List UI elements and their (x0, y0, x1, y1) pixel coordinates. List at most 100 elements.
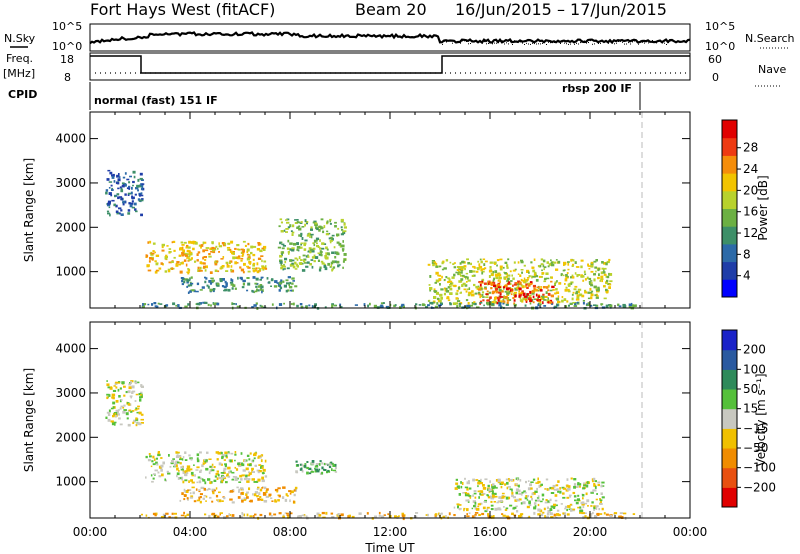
cpid-mode-rbsp: rbsp 200 IF (562, 82, 632, 95)
power-cell (489, 266, 492, 269)
power-cell (587, 302, 590, 306)
power-cell (479, 258, 482, 261)
power-cell (484, 286, 487, 289)
power-cell (184, 254, 188, 257)
power-cell (320, 227, 324, 230)
velocity-cell (438, 513, 441, 517)
power-cell (185, 263, 188, 267)
power-cell (433, 261, 437, 264)
velocity-cell (111, 396, 114, 399)
velocity-cell (328, 465, 332, 469)
velocity-cell (191, 486, 195, 489)
power-cell (234, 261, 237, 265)
power-cell (502, 286, 506, 288)
date-range: 16/Jun/2015 – 17/Jun/2015 (455, 0, 667, 19)
power-cell (545, 286, 549, 289)
velocity-cell (200, 469, 203, 472)
power-cell (550, 280, 553, 283)
velocity-cell (598, 508, 601, 511)
nsearch-dot (600, 42, 601, 44)
velocity-cell (557, 480, 560, 483)
power-cell (595, 259, 598, 262)
velocity-cell (188, 454, 191, 457)
velocity-cell (493, 492, 497, 496)
velocity-cell (268, 512, 272, 516)
velocity-cell (480, 482, 483, 485)
power-cell (331, 303, 334, 306)
power-cell (246, 248, 250, 252)
velocity-cell (113, 421, 117, 424)
power-cell (210, 250, 214, 253)
power-cell (186, 285, 189, 288)
nsearch-dot (630, 43, 631, 45)
power-cell (570, 282, 573, 285)
velocity-cell (504, 483, 507, 486)
velocity-cell (204, 460, 207, 463)
power-cell (305, 305, 308, 307)
power-cell (187, 269, 191, 272)
nsearch-dot (584, 40, 585, 42)
velocity-cell (304, 463, 307, 465)
power-cell (121, 184, 125, 188)
power-cell (236, 244, 240, 247)
velocity-cell (220, 451, 223, 455)
power-cell (246, 277, 250, 279)
power-cell (282, 245, 286, 247)
power-cell (532, 269, 536, 273)
power-cell (234, 256, 238, 259)
velocity-cell (202, 497, 205, 500)
power-cell (323, 265, 327, 268)
power-colorbar-segment (722, 208, 737, 227)
power-cell (343, 253, 347, 256)
power-cell (582, 275, 585, 278)
power-cell (518, 295, 521, 298)
velocity-cell (148, 453, 151, 455)
nsearch-dot (462, 40, 463, 42)
velocity-colorbar-segment (722, 330, 737, 351)
power-cell (128, 185, 131, 188)
power-cell (286, 267, 290, 270)
velocity-cell (326, 470, 329, 474)
velocity-cell (466, 515, 470, 518)
velocity-cell (378, 511, 381, 515)
velocity-cell (151, 480, 154, 483)
power-cell (107, 200, 111, 204)
power-cell (250, 251, 253, 255)
power-cell (183, 241, 187, 244)
power-cell (302, 254, 306, 257)
velocity-cell (463, 508, 465, 512)
power-cell (565, 274, 568, 277)
power-cell (380, 302, 384, 305)
power-cell (488, 282, 491, 285)
velocity-cell (181, 492, 184, 495)
power-cell (336, 260, 340, 264)
power-cell (113, 203, 116, 207)
power-cell (533, 258, 536, 261)
power-cell (494, 288, 498, 291)
power-cell (622, 303, 626, 307)
power-cell (504, 261, 508, 264)
velocity-cell (254, 464, 257, 467)
power-cell (190, 282, 194, 285)
velocity-cell (492, 483, 495, 487)
velocity-cell (135, 393, 139, 396)
power-cell (110, 194, 113, 197)
power-cell (515, 282, 518, 284)
power-cell (577, 288, 582, 291)
power-cell (567, 261, 570, 263)
velocity-cell (118, 395, 121, 398)
power-cell (312, 221, 316, 224)
power-cell (550, 261, 553, 264)
velocity-cell (256, 488, 259, 491)
power-cell (493, 261, 497, 264)
power-cell (340, 218, 344, 222)
velocity-cell (201, 464, 204, 468)
velocity-cell (453, 514, 456, 517)
velocity-cell (199, 500, 202, 504)
velocity-cell (473, 504, 476, 508)
velocity-cell (453, 506, 456, 509)
velocity-cell (186, 497, 189, 500)
velocity-cell (519, 479, 522, 482)
nsearch-dot (620, 40, 621, 42)
power-cell (261, 266, 265, 270)
